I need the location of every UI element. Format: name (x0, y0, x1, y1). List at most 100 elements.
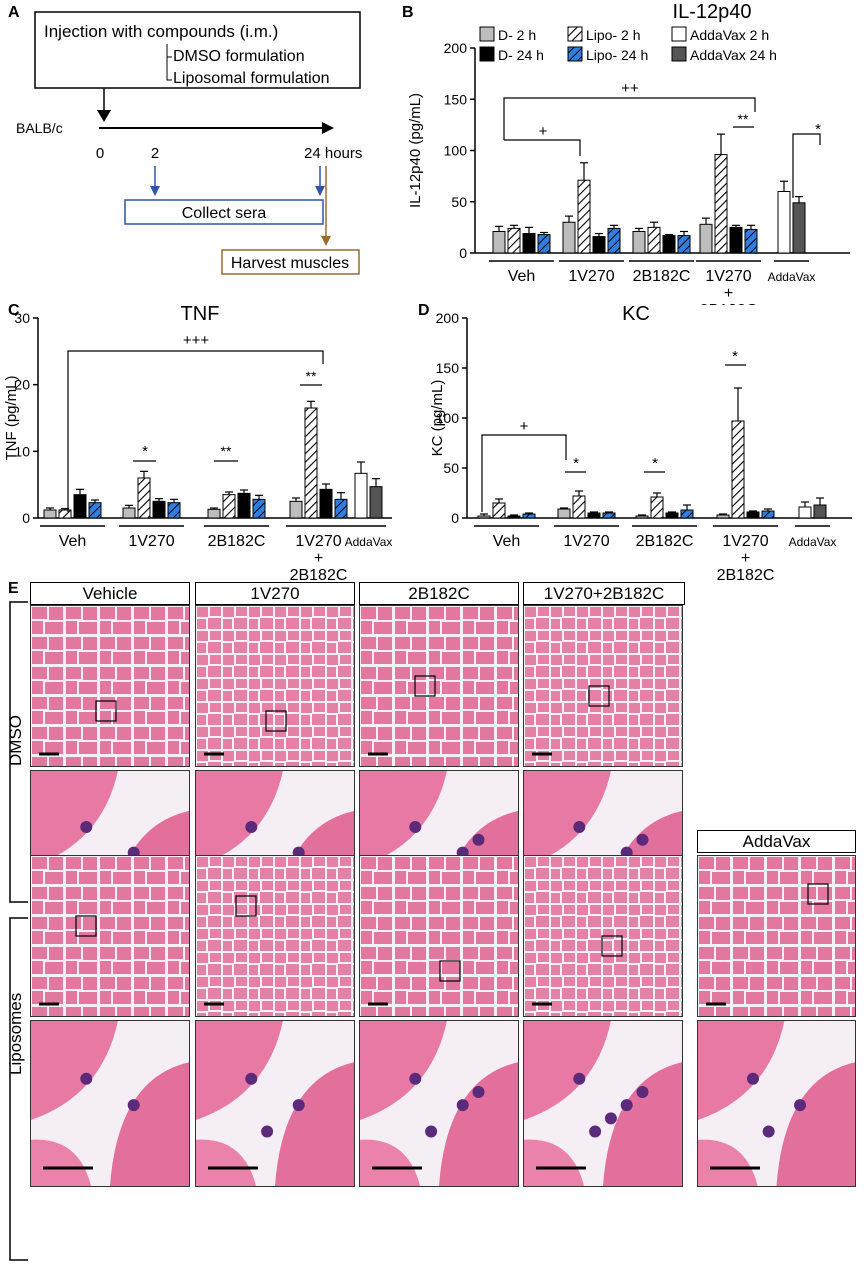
sig-label: * (142, 443, 148, 460)
group-label: Veh (508, 268, 536, 285)
legend-swatch (671, 46, 687, 62)
bar (761, 510, 775, 519)
sig-label: * (732, 348, 738, 365)
bar (152, 500, 166, 519)
column-header-combo: 1V270+2B182C (523, 582, 685, 605)
panel-letter-d: D (418, 302, 430, 319)
muscle-fiber (196, 771, 283, 867)
group-label: + (741, 550, 750, 567)
bar (716, 514, 730, 519)
muscle-fiber (31, 1021, 118, 1120)
muscle-fiber (698, 1139, 758, 1186)
cell-nucleus (80, 821, 93, 833)
formulation-bracket (166, 44, 172, 81)
bar (731, 420, 745, 519)
column-header-addavax: AddaVax (697, 830, 856, 853)
group-label: 1V270 (128, 533, 174, 550)
bar (677, 235, 691, 254)
muscle-fiber (31, 1139, 92, 1186)
zoom-region-box (75, 915, 97, 937)
bar (319, 488, 333, 519)
y-tick-label: 0 (22, 510, 30, 526)
cell-nucleus (409, 1072, 422, 1085)
group-label: 1V270 (722, 533, 768, 550)
muscle-fiber (776, 1062, 855, 1186)
group-label: 1V270 (563, 533, 609, 550)
mouse-strain: BALB/c (16, 120, 63, 136)
muscle-tissue (360, 856, 518, 1016)
y-tick-label: 10 (14, 443, 30, 459)
sig-label: * (815, 121, 821, 138)
bar (777, 191, 791, 254)
bar (167, 502, 181, 519)
muscle-fiber (31, 771, 118, 867)
histology-overview-image (523, 855, 683, 1017)
y-tick-label: 200 (444, 40, 468, 56)
chart-title: TNF (181, 303, 220, 325)
group-label: AddaVax (789, 535, 837, 549)
harvest-label: Harvest muscles (231, 255, 349, 272)
chart-il12p40: IL-12p40 IL-12p40 (pg/mL) 0 50 100 150 200 Veh 1… (407, 1, 850, 305)
muscle-fiber (196, 1021, 283, 1120)
group-label: 2B182C (700, 302, 758, 305)
collect-2h-arrow (150, 186, 160, 196)
injection-box (34, 11, 361, 89)
chart-title: IL-12p40 (673, 1, 752, 23)
bar (507, 515, 521, 519)
y-axis-label: IL-12p40 (pg/mL) (407, 93, 424, 208)
histology-overview-image (697, 855, 856, 1017)
group-label: 2B182C (636, 533, 694, 550)
sig-label: + (520, 418, 529, 435)
injection-title: Injection with compounds (i.m.) (44, 22, 278, 41)
group-label: 2B182C (717, 567, 775, 584)
legend-label: D- 24 h (498, 47, 544, 63)
group-label: AddaVax (768, 270, 816, 284)
cell-nucleus (472, 1085, 485, 1098)
histology-zoom-image (195, 1020, 355, 1187)
y-tick-label: 30 (14, 310, 30, 326)
cell-nucleus (292, 1099, 305, 1112)
zoom-region-box (601, 935, 623, 957)
y-tick-label: 0 (451, 510, 459, 526)
bar (714, 154, 728, 254)
group-label: + (314, 550, 323, 567)
muscle-fiber (603, 1062, 682, 1186)
y-axis-label: KC (pg/mL) (429, 380, 446, 457)
histology-overview-image (30, 855, 190, 1017)
y-tick-label: 150 (436, 360, 460, 376)
harvest-arrow (321, 236, 331, 246)
bar (137, 477, 151, 519)
bar (572, 495, 586, 519)
group-label: 2B182C (290, 567, 348, 584)
histology-overview-image (523, 605, 683, 767)
bar (122, 507, 136, 519)
legend-swatch (479, 46, 495, 62)
legend-label: AddaVax 24 h (690, 47, 777, 63)
row-label-dmso: DMSO (6, 715, 25, 766)
muscle-tissue (196, 606, 354, 766)
bar (557, 508, 571, 519)
group-label: 2B182C (208, 533, 266, 550)
histology-zoom-image (523, 1020, 683, 1187)
cell-nucleus (794, 1099, 807, 1112)
group-label: 2B182C (633, 268, 691, 285)
zoom-region-box (807, 883, 829, 905)
bar (477, 515, 491, 519)
panel-letter-e: E (8, 580, 19, 597)
sig-bracket (792, 133, 821, 198)
bar (650, 496, 664, 519)
bar (607, 227, 621, 254)
histology-zoom-image (30, 1020, 190, 1187)
time-0: 0 (96, 145, 104, 162)
group-label: Veh (493, 533, 521, 550)
panel-letter-a: A (8, 4, 20, 21)
histology-zoom-image (697, 1020, 856, 1187)
sig-label: +++ (183, 332, 210, 349)
column-header-1v270: 1V270 (195, 582, 355, 605)
legend-label: AddaVax 2 h (690, 27, 769, 43)
muscle-fiber (360, 771, 447, 867)
bar (665, 512, 679, 519)
muscle-fiber (524, 1139, 585, 1186)
cell-nucleus (80, 1072, 93, 1085)
bar (334, 498, 348, 519)
